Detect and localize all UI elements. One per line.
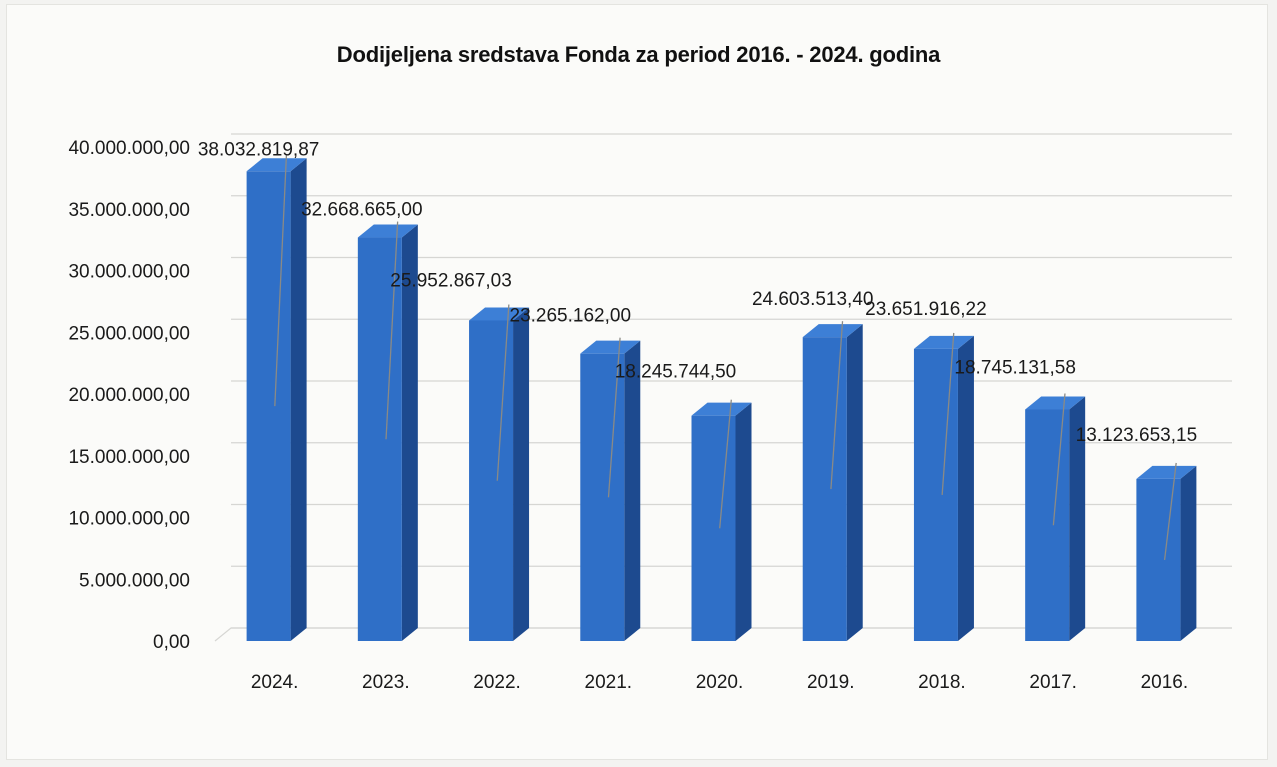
bar-side: [624, 340, 641, 641]
bar-top: [691, 402, 752, 416]
bar: [357, 237, 402, 641]
bar-side: [1180, 465, 1197, 641]
bar-top: [1136, 465, 1197, 479]
chart-title: Dodijeljena sredstava Fonda za period 20…: [336, 42, 941, 67]
leader-line: [1163, 462, 1177, 561]
leader-line: [830, 321, 844, 490]
bar: [469, 320, 514, 641]
bar-side: [513, 307, 530, 641]
y-tick-label: 0,00: [153, 632, 190, 653]
data-label: 13.123.653,15: [1076, 425, 1198, 446]
leader-line: [274, 155, 288, 407]
bar: [691, 415, 736, 641]
data-label: 18.245.744,50: [615, 362, 737, 383]
data-label: 23.265.162,00: [510, 306, 632, 327]
bar: [1136, 478, 1181, 641]
bar: [802, 337, 847, 641]
y-tick-label: 30.000.000,00: [68, 262, 190, 283]
x-tick-label: 2022.: [473, 672, 521, 693]
bar-side: [290, 158, 307, 641]
x-tick-label: 2023.: [362, 672, 410, 693]
leader-line: [496, 304, 510, 481]
y-tick-label: 40.000.000,00: [68, 138, 190, 159]
x-tick-label: 2016.: [1141, 672, 1189, 693]
data-label: 24.603.513,40: [752, 289, 874, 310]
bar-top: [1025, 396, 1086, 410]
y-tick-label: 25.000.000,00: [68, 323, 190, 344]
bar-side: [846, 324, 863, 641]
x-tick-label: 2017.: [1029, 672, 1077, 693]
floor-line: [214, 627, 1232, 642]
x-tick-label: 2021.: [585, 672, 633, 693]
data-label: 32.668.665,00: [301, 200, 423, 221]
x-tick-label: 2020.: [696, 672, 744, 693]
bar-side: [735, 402, 752, 641]
bar-top: [357, 224, 418, 238]
x-tick-label: 2018.: [918, 672, 966, 693]
bar: [580, 353, 625, 641]
leader-line: [719, 399, 732, 529]
x-tick-label: 2019.: [807, 672, 855, 693]
bar-side: [1069, 396, 1086, 641]
leader-line: [1052, 393, 1066, 526]
bar-top: [580, 340, 641, 354]
y-tick-label: 20.000.000,00: [68, 385, 190, 406]
leader-line: [941, 332, 955, 495]
leader-line: [385, 221, 399, 440]
bar-top: [802, 324, 863, 338]
data-label: 25.952.867,03: [390, 270, 512, 291]
bar: [1025, 409, 1070, 641]
bar: [246, 171, 291, 641]
y-tick-label: 5.000.000,00: [79, 570, 190, 591]
leader-line: [607, 337, 621, 498]
data-label: 18.745.131,58: [954, 357, 1076, 378]
bar-top: [469, 307, 530, 321]
y-tick-label: 15.000.000,00: [68, 447, 190, 468]
bar-side: [401, 224, 418, 641]
data-label: 38.032.819,87: [198, 139, 320, 160]
y-tick-label: 35.000.000,00: [68, 200, 190, 221]
bar-side: [957, 335, 974, 641]
bar: [913, 348, 958, 641]
bar-top: [246, 158, 307, 172]
x-tick-label: 2024.: [251, 672, 299, 693]
data-label: 23.651.916,22: [865, 299, 987, 320]
y-tick-label: 10.000.000,00: [68, 509, 190, 530]
bar-top: [913, 335, 974, 349]
